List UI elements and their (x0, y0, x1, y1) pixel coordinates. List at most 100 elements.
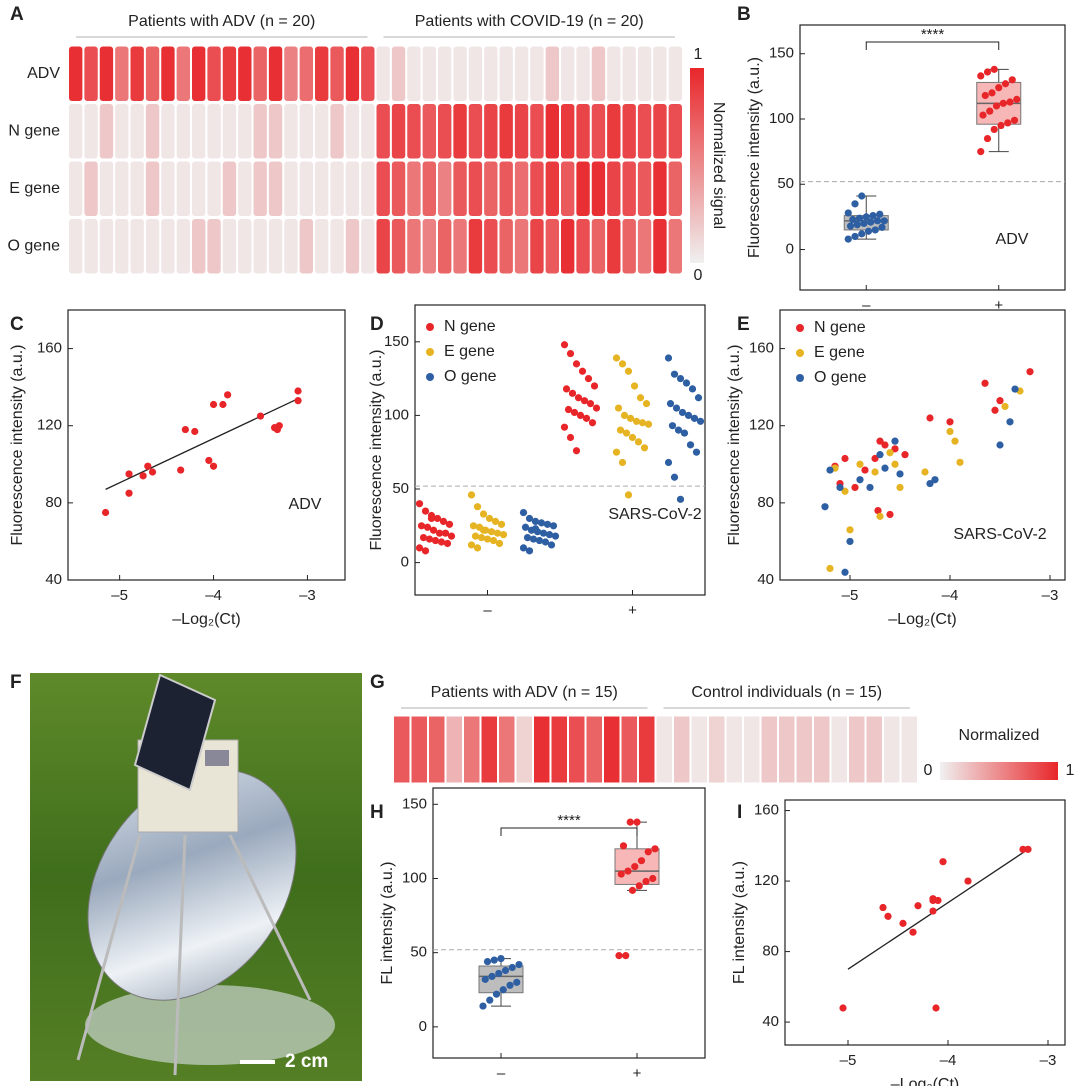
y-tick-label: 120 (37, 417, 62, 434)
heatmap-cell (481, 716, 497, 783)
point (692, 448, 701, 456)
point (584, 375, 593, 383)
heatmap-cell (545, 161, 559, 216)
heatmap-cell (607, 219, 621, 274)
point (479, 1002, 487, 1010)
point (851, 483, 859, 492)
legend-marker (426, 323, 434, 331)
point (294, 397, 302, 405)
point (996, 441, 1004, 449)
heatmap-cell (192, 104, 206, 159)
y-tick-label: 150 (402, 795, 427, 812)
point (631, 863, 639, 871)
point (612, 354, 621, 362)
point (956, 458, 964, 466)
point (694, 394, 703, 402)
x-axis-label: –Log₂(Ct) (172, 611, 240, 628)
x-tick-label: –3 (1042, 587, 1059, 604)
point (664, 458, 673, 467)
heatmap-cell (376, 219, 390, 274)
point (644, 848, 652, 856)
point (635, 882, 643, 890)
heatmap-cell (576, 104, 590, 159)
point (668, 422, 677, 430)
point (523, 533, 532, 542)
x-tick-label: –5 (840, 1052, 857, 1069)
heatmap-cell (299, 46, 313, 101)
point (886, 510, 894, 519)
point (508, 963, 516, 972)
point (642, 877, 650, 886)
x-tick-label: + (628, 602, 637, 619)
heatmap-cell (222, 104, 237, 159)
point (672, 404, 681, 412)
point (821, 503, 829, 511)
point (515, 960, 523, 969)
heatmap-cell (361, 104, 375, 159)
point (541, 538, 550, 546)
point (471, 532, 480, 540)
point (836, 483, 844, 492)
point (670, 370, 679, 378)
point (862, 213, 870, 221)
heatmap-cell (530, 161, 544, 216)
heatmap-cell (484, 161, 498, 216)
point (841, 487, 849, 495)
heatmap-cell (453, 161, 467, 216)
point (488, 972, 496, 981)
point (481, 975, 489, 983)
point (979, 111, 987, 119)
point (560, 423, 569, 431)
y-tick-label: 40 (757, 571, 774, 588)
group-label: Patients with ADV (n = 15) (431, 684, 618, 701)
point (619, 842, 628, 850)
legend-marker (796, 349, 804, 357)
heatmap-cell (315, 161, 329, 216)
heatmap-cell (499, 716, 515, 783)
point (467, 541, 476, 549)
heatmap-cell (429, 716, 445, 783)
heatmap-cell (330, 46, 344, 101)
point (964, 877, 972, 885)
point (415, 544, 424, 552)
point (445, 520, 454, 528)
heatmap-cell (530, 46, 544, 101)
significance-bracket (865, 41, 1000, 50)
point (858, 192, 866, 200)
heatmap-cell (407, 46, 421, 101)
y-tick-label: 80 (45, 494, 62, 511)
heatmap-cell (345, 46, 360, 101)
heatmap-cell (176, 219, 190, 274)
point (846, 526, 854, 534)
heatmap-cell (621, 716, 637, 783)
heatmap-cell (84, 219, 98, 274)
colorbar-tick-label: 1 (694, 46, 703, 63)
heatmap-cell (576, 46, 590, 101)
point (473, 503, 482, 511)
point (499, 531, 508, 539)
point (431, 536, 440, 545)
point (855, 214, 864, 222)
point (891, 437, 899, 445)
point (148, 468, 157, 476)
x-tick-label: – (483, 602, 492, 619)
point (590, 382, 599, 390)
heatmap-cell (484, 104, 498, 159)
group-label: Control individuals (n = 15) (691, 684, 882, 701)
heatmap-cell (407, 161, 421, 216)
heatmap-cell (514, 46, 529, 101)
heatmap-cell (561, 219, 575, 274)
heatmap-cell (222, 46, 237, 101)
heatmap-cell (464, 716, 480, 783)
point (576, 411, 585, 420)
point (487, 528, 496, 536)
colorbar (940, 762, 1058, 780)
y-tick-label: 80 (762, 943, 779, 960)
heatmap-cell (499, 104, 513, 159)
heatmap-cell (284, 161, 298, 216)
point (506, 981, 514, 989)
panel-label: B (737, 4, 751, 25)
heatmap-cell (691, 716, 707, 783)
